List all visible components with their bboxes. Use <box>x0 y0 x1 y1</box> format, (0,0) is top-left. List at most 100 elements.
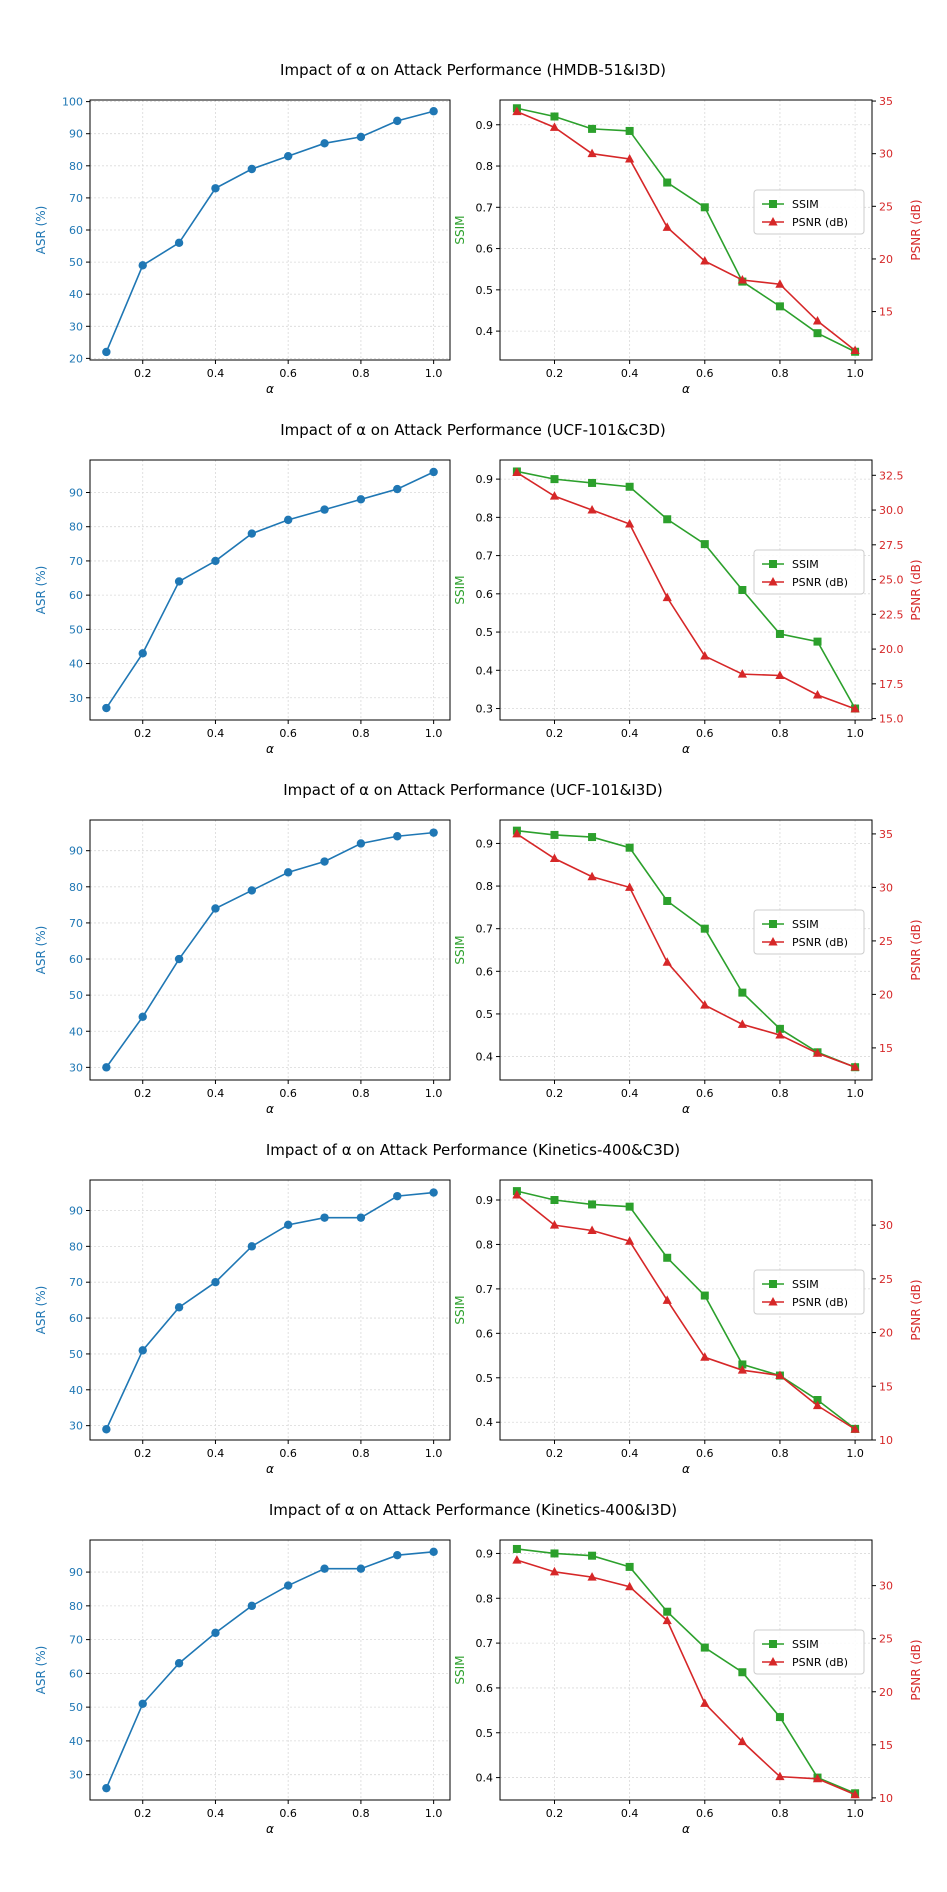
asr-point <box>211 184 220 193</box>
ssim-point <box>663 1607 672 1616</box>
x-axis-label: α <box>682 1822 690 1836</box>
psnr-point <box>812 316 823 325</box>
x-tick-label: 0.4 <box>621 1807 639 1820</box>
x-tick-label: 1.0 <box>425 367 443 380</box>
y-axis-label-psnr: PSNR (dB) <box>909 1639 923 1700</box>
legend-psnr-label: PSNR (dB) <box>792 1296 848 1309</box>
x-tick-label: 0.6 <box>696 367 714 380</box>
psnr-point <box>812 1773 823 1783</box>
ssim-point <box>588 124 597 133</box>
y-tick-label: 0.4 <box>476 325 494 338</box>
legend-psnr-marker <box>768 1657 778 1666</box>
ssim-point <box>663 1253 672 1262</box>
x-tick-label: 0.4 <box>207 1087 225 1100</box>
y-axis-label: ASR (%) <box>34 566 48 615</box>
legend-box <box>753 909 865 955</box>
asr-point <box>283 515 293 525</box>
asr-point <box>247 1601 257 1611</box>
asr-point <box>174 577 184 586</box>
y-tick-label: 20 <box>69 352 83 365</box>
y2-tick-label: 20.0 <box>879 643 904 656</box>
x-tick-label: 0.8 <box>771 1807 789 1820</box>
ssim-point <box>588 478 597 487</box>
x-tick-label: 0.2 <box>546 367 564 380</box>
legend-psnr-label: PSNR (dB) <box>792 216 848 229</box>
row-title: Impact of α on Attack Performance (UCF-1… <box>280 421 666 439</box>
y-tick-label: 0.9 <box>476 119 494 132</box>
psnr-point <box>850 345 860 355</box>
ssim-point <box>550 475 559 484</box>
asr-point <box>211 556 220 566</box>
psnr-point <box>700 1352 710 1361</box>
ssim-line <box>516 829 856 1068</box>
psnr-point <box>512 1555 522 1564</box>
asr-line <box>105 471 434 709</box>
plot-frame <box>89 1179 451 1441</box>
y-tick-label: 0.4 <box>476 1772 494 1785</box>
psnr-point <box>587 1225 597 1234</box>
psnr-point <box>700 1000 710 1009</box>
x-tick-label: 0.6 <box>696 1807 714 1820</box>
y-tick-label: 40 <box>69 1025 83 1038</box>
y2-tick-label: 25 <box>879 1633 893 1646</box>
ssim-point <box>550 1196 559 1204</box>
x-tick-label: 1.0 <box>846 1447 864 1460</box>
psnr-point <box>662 222 672 231</box>
x-tick-label: 0.4 <box>207 727 225 740</box>
asr-point <box>393 832 402 841</box>
x-tick-label: 0.2 <box>546 1087 564 1100</box>
asr-point <box>320 139 329 148</box>
asr-plot: 0.2 0.4 0.6 0.8 1.0 30 40 50 60 70 80 90 α ASR (%) <box>34 459 451 756</box>
ssim-line <box>516 1190 856 1430</box>
legend-psnr-label: PSNR (dB) <box>792 576 848 589</box>
y-tick-label: 90 <box>69 845 83 858</box>
y-tick-label: 0.9 <box>476 1547 494 1560</box>
y2-tick-label: 27.5 <box>879 539 904 552</box>
asr-point <box>102 347 111 357</box>
y-axis-label-psnr: PSNR (dB) <box>909 1279 923 1340</box>
x-tick-label: 0.6 <box>279 1447 297 1460</box>
asr-point <box>211 904 220 913</box>
asr-line <box>105 1551 434 1789</box>
y-tick-label: 0.6 <box>476 1682 494 1695</box>
asr-point <box>138 261 147 270</box>
legend-ssim-label: SSIM <box>792 198 819 211</box>
y-tick-label: 0.7 <box>476 550 494 563</box>
psnr-point <box>700 651 710 660</box>
ssim-point <box>738 988 747 997</box>
figure-row: Impact of α on Attack Performance (Kinet… <box>34 1141 923 1476</box>
x-tick-label: 0.2 <box>134 1447 152 1460</box>
y-tick-label: 0.6 <box>476 588 494 601</box>
x-tick-label: 0.8 <box>352 1087 370 1100</box>
y-tick-label: 50 <box>69 989 83 1002</box>
psnr-point <box>737 1365 747 1374</box>
legend-psnr-label: PSNR (dB) <box>792 1656 848 1669</box>
y2-tick-label: 30 <box>879 881 893 894</box>
ssim-point <box>663 896 672 905</box>
y2-tick-label: 25 <box>879 935 893 948</box>
asr-point <box>320 1564 329 1573</box>
psnr-line <box>516 833 856 1068</box>
legend-psnr-marker <box>768 1297 778 1306</box>
psnr-point <box>512 467 522 477</box>
plot-frame <box>89 459 451 721</box>
asr-point <box>211 1628 220 1638</box>
y-axis-label: ASR (%) <box>34 926 48 975</box>
psnr-point <box>775 670 785 680</box>
y-tick-label: 70 <box>69 1276 83 1289</box>
psnr-point <box>587 505 597 514</box>
asr-point <box>174 1659 184 1668</box>
ssim-point <box>775 1713 784 1722</box>
asr-point <box>247 1242 257 1251</box>
y-tick-label: 0.7 <box>476 1283 494 1296</box>
y-tick-label: 100 <box>62 96 83 109</box>
y2-tick-label: 22.5 <box>879 608 904 621</box>
x-tick-label: 0.2 <box>546 727 564 740</box>
y-tick-label: 60 <box>69 953 83 966</box>
y-tick-label: 0.3 <box>476 703 494 716</box>
psnr-point <box>587 1572 597 1581</box>
ssim-line <box>516 470 856 709</box>
plot-frame <box>499 1539 873 1801</box>
asr-point <box>102 703 111 713</box>
ssim-point <box>700 924 709 933</box>
